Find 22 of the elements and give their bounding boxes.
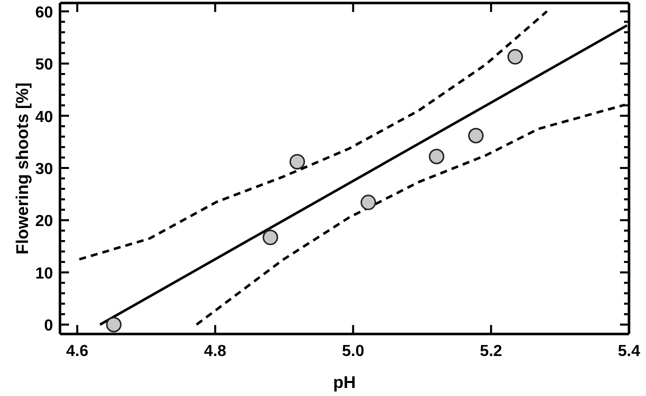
x-tick-label: 5.4 [618, 343, 640, 360]
point [360, 194, 376, 210]
y-axis-title: Flowering shoots [%] [13, 82, 32, 254]
y-tick-label: 60 [35, 4, 54, 22]
line-series [78, 10, 548, 261]
y-tick-label: 10 [35, 265, 54, 282]
x-tick-label: 4.6 [66, 343, 88, 360]
point [290, 154, 306, 170]
point [262, 230, 278, 246]
y-tick-label: 50 [35, 56, 54, 74]
point [468, 128, 484, 144]
y-tick-label: 40 [35, 108, 54, 126]
y-tick-label: 30 [35, 160, 54, 178]
x-tick-label: 5.0 [342, 343, 364, 360]
point [428, 148, 444, 164]
point [106, 316, 122, 332]
x-tick-label: 4.8 [204, 343, 226, 360]
x-axis-title: pH [333, 373, 356, 392]
point [507, 49, 523, 65]
y-tick-label: 20 [35, 213, 54, 230]
y-tick-label: 0 [44, 318, 54, 335]
x-tick-label: 5.2 [480, 343, 502, 360]
